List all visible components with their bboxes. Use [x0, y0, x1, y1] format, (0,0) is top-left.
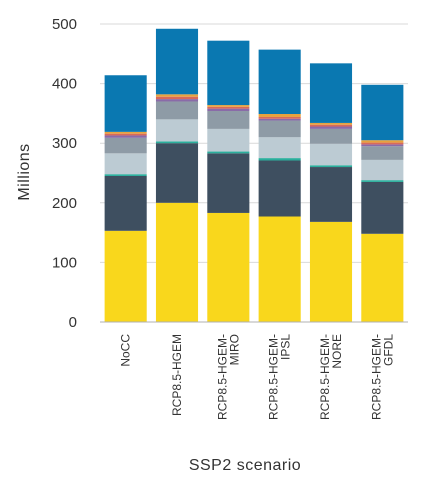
x-category-label: IPSL [279, 334, 293, 360]
bar-segment-3-7 [207, 106, 250, 109]
bar-segment-6-2 [361, 181, 404, 234]
bar-segment-2-4 [155, 119, 199, 142]
bar-segment-3-1 [207, 212, 250, 322]
y-tick-label: 400 [52, 76, 77, 93]
y-tick-label: 500 [52, 16, 77, 33]
x-axis-category-labels: NoCC RCP8.5-HGEM RCP8.5-HGEM-MIRO RCP8.5-HG… [119, 334, 396, 420]
bar-segment-4-6 [258, 118, 301, 121]
x-category-label: RCP8.5-HGEM- [267, 334, 281, 420]
bar-segment-5-3 [309, 165, 353, 168]
bar-segment-6-1 [361, 233, 404, 322]
bar-segment-5-8 [309, 122, 353, 125]
x-category-label: RCP8.5-HGEM- [215, 334, 229, 420]
bar-segment-4-9 [258, 49, 301, 114]
bar-segment-4-3 [258, 158, 301, 161]
gridlines [100, 23, 408, 263]
bar-segment-1-3 [104, 174, 147, 176]
bar-segment-5-7 [309, 124, 353, 127]
bar-segment-5-9 [309, 63, 353, 123]
x-category-label: GFDL [381, 334, 395, 366]
x-category-label: RCP8.5-HGEM- [369, 334, 383, 420]
bar-segment-3-9 [207, 40, 250, 106]
y-tick-label: 300 [52, 135, 77, 152]
bar-segment-5-6 [309, 126, 353, 129]
bars [104, 28, 404, 322]
bar-segment-6-8 [361, 140, 404, 143]
bar-segment-1-6 [104, 135, 147, 138]
bar-segment-5-1 [309, 221, 353, 322]
bar-segment-6-5 [361, 146, 404, 160]
y-axis-ticks: 0 100 200 300 400 500 [52, 16, 77, 331]
y-tick-label: 100 [52, 254, 77, 271]
bar-segment-1-9 [104, 75, 147, 132]
bar-segment-4-5 [258, 120, 301, 138]
bar-segment-3-6 [207, 108, 250, 112]
bar-segment-1-4 [104, 153, 147, 175]
bar-segment-1-1 [104, 230, 147, 322]
bar-segment-3-2 [207, 153, 250, 213]
x-category-label: RCP8.5-HGEM- [318, 334, 332, 420]
bar-segment-2-7 [155, 96, 199, 100]
x-axis-title: SSP2 scenario [189, 457, 301, 474]
bar-segment-2-6 [155, 99, 199, 102]
bar-segment-4-2 [258, 160, 301, 217]
y-tick-label: 0 [69, 314, 77, 331]
bar-segment-5-5 [309, 128, 353, 144]
bar-segment-6-6 [361, 144, 404, 147]
bar-segment-3-3 [207, 151, 250, 154]
bar-segment-1-8 [104, 131, 147, 134]
bar-segment-3-4 [207, 128, 250, 152]
x-category-label: NORE [330, 334, 344, 369]
bar-segment-2-8 [155, 94, 199, 97]
bar-segment-6-9 [361, 84, 404, 141]
bar-segment-6-7 [361, 142, 404, 145]
bar-segment-5-2 [309, 167, 353, 222]
bar-segment-4-4 [258, 137, 301, 159]
y-axis-title: Millions [16, 143, 33, 200]
bar-segment-2-1 [155, 202, 199, 322]
bar-segment-2-5 [155, 101, 199, 120]
bar-segment-2-2 [155, 143, 199, 203]
bar-segment-1-5 [104, 137, 147, 154]
bar-segment-3-5 [207, 111, 250, 129]
y-tick-label: 200 [52, 195, 77, 212]
bar-segment-1-2 [104, 175, 147, 231]
bar-segment-2-9 [155, 28, 199, 95]
bar-segment-5-4 [309, 143, 353, 166]
bar-segment-6-3 [361, 180, 404, 182]
bar-segment-4-1 [258, 216, 301, 322]
bar-segment-6-4 [361, 159, 404, 181]
bar-segment-2-3 [155, 141, 199, 144]
bar-segment-3-8 [207, 105, 250, 107]
bar-segment-4-8 [258, 113, 301, 117]
bar-segment-4-7 [258, 116, 301, 119]
x-category-label: MIRO [227, 334, 241, 365]
x-category-label: NoCC [119, 334, 133, 367]
x-category-label: RCP8.5-HGEM [170, 334, 184, 416]
bar-segment-1-7 [104, 133, 147, 136]
